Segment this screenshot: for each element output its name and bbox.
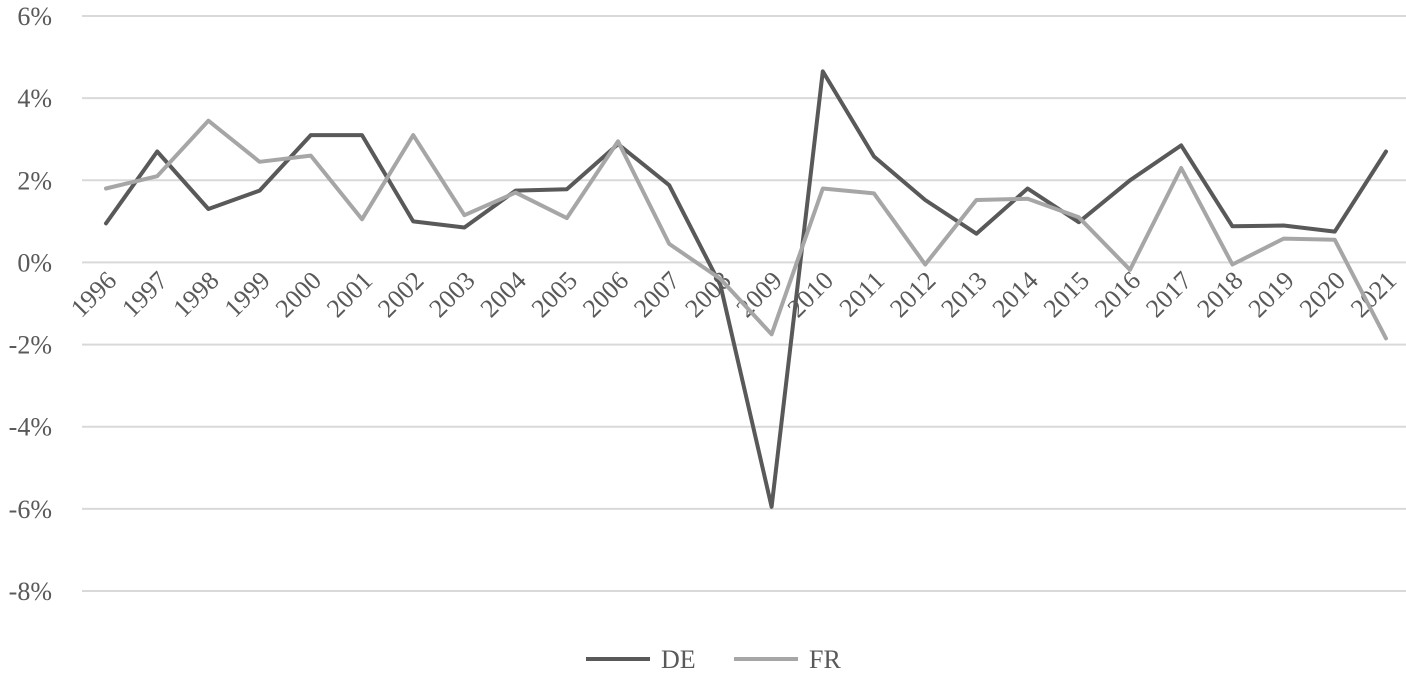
- x-tick-label: 2001: [321, 266, 378, 323]
- x-tick-label: 2012: [884, 266, 941, 323]
- x-tick-label: 2016: [1089, 266, 1146, 323]
- x-tick-label: 2018: [1191, 266, 1248, 323]
- x-tick-label: 2015: [1038, 266, 1095, 323]
- series-line-fr: [104, 118, 1388, 341]
- gridlines: [82, 15, 1406, 592]
- legend-label-de: DE: [661, 645, 696, 674]
- y-tick-label: -6%: [9, 495, 52, 524]
- x-tick-label: 2000: [270, 266, 327, 323]
- series-lines: [104, 69, 1388, 509]
- x-tick-label: 2019: [1243, 266, 1300, 323]
- series-line-de: [104, 69, 1388, 509]
- x-tick-label: 2020: [1294, 266, 1351, 323]
- x-tick-label: 2006: [577, 266, 634, 323]
- x-tick-label: 2007: [628, 266, 685, 323]
- y-tick-label: -8%: [9, 577, 52, 606]
- x-tick-label: 1999: [219, 266, 276, 323]
- y-tick-label: 6%: [17, 2, 52, 31]
- x-tick-label: 2011: [834, 266, 891, 323]
- x-tick-label: 2017: [1140, 266, 1197, 323]
- y-tick-label: 0%: [17, 248, 52, 277]
- y-tick-label: -2%: [9, 331, 52, 360]
- y-tick-label: 2%: [17, 166, 52, 195]
- x-tick-label: 2003: [423, 266, 480, 323]
- x-tick-label: 2002: [372, 266, 429, 323]
- x-tick-label: 2004: [475, 266, 532, 323]
- y-tick-label: 4%: [17, 84, 52, 113]
- y-axis-ticks: 6% 4% 2% 0% -2% -4% -6% -8%: [9, 2, 52, 606]
- x-tick-label: 2014: [987, 266, 1044, 323]
- y-tick-label: -4%: [9, 413, 52, 442]
- legend-label-fr: FR: [809, 645, 841, 674]
- x-tick-label: 2005: [526, 266, 583, 323]
- x-tick-label: 2013: [935, 266, 992, 323]
- x-tick-label: 1998: [167, 266, 224, 323]
- legend: DE FR: [586, 645, 841, 674]
- x-tick-label: 2010: [782, 266, 839, 323]
- x-tick-label: 1996: [65, 266, 122, 323]
- x-tick-label: 1997: [116, 266, 173, 323]
